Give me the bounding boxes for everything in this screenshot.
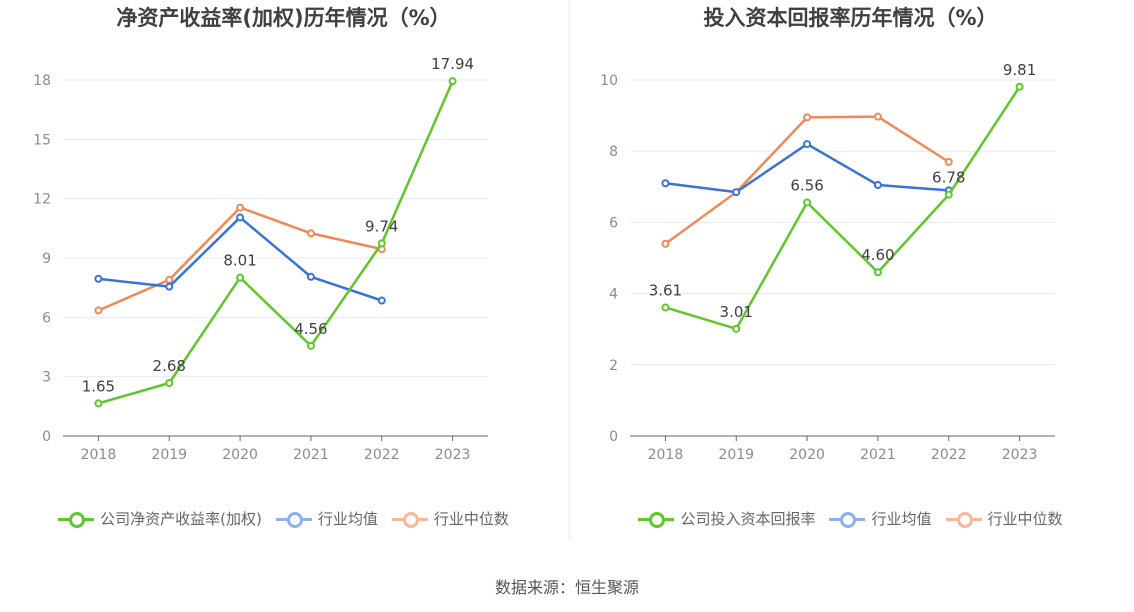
roic-chart-panel: 投入资本回报率历年情况（%） 0 2 4 6 8 10 2018 2019 2020 2021 20… (567, 0, 1134, 560)
legend-label: 行业中位数 (987, 510, 1063, 528)
x-tick-label: 2023 (435, 447, 471, 463)
x-tick-label: 2020 (789, 447, 825, 463)
y-tick-label: 0 (42, 429, 51, 445)
chart-title: 净资产收益率(加权)历年情况（%） (116, 6, 451, 30)
x-tick-label: 2021 (293, 447, 329, 463)
legend-marker-icon (638, 511, 675, 528)
y-tick-label: 9 (42, 251, 51, 267)
data-point-company (236, 273, 245, 282)
legend-label: 行业中位数 (433, 510, 509, 528)
data-point-avg (236, 213, 245, 222)
y-tick-label: 2 (609, 358, 618, 374)
data-label: 4.56 (294, 320, 327, 338)
x-tick-label: 2022 (364, 447, 400, 463)
data-point-company (448, 77, 457, 86)
y-tick-label: 18 (33, 73, 51, 89)
roe-chart-panel: 净资产收益率(加权)历年情况（%） 0 3 6 9 12 15 18 2018 2019 2020… (0, 0, 567, 560)
data-point-company (732, 324, 741, 333)
x-tick-label: 2022 (931, 447, 967, 463)
roe-line-chart: 0 3 6 9 12 15 18 2018 2019 2020 2021 2022 2023 1.65 2.… (33, 55, 488, 463)
data-label: 6.78 (932, 169, 965, 187)
data-source-footer: 数据来源：恒生聚源 (494, 578, 639, 597)
y-tick-label: 15 (33, 132, 51, 148)
y-tick-label: 6 (42, 310, 51, 326)
data-label: 4.60 (861, 246, 894, 264)
data-point-avg (873, 181, 882, 190)
legend-item-median[interactable]: 行业中位数 (391, 508, 509, 529)
x-tick-label: 2021 (860, 447, 896, 463)
data-point-company (306, 341, 315, 350)
data-point-median (944, 157, 953, 166)
y-tick-label: 8 (609, 144, 618, 160)
data-label: 1.65 (82, 377, 115, 395)
x-tick-label: 2018 (648, 447, 684, 463)
x-tick-label: 2020 (222, 447, 258, 463)
data-point-median (236, 203, 245, 212)
data-label: 3.01 (720, 303, 753, 321)
data-label: 8.01 (223, 252, 256, 270)
data-point-company (94, 399, 103, 408)
legend-marker-icon (275, 511, 312, 528)
data-point-avg (661, 179, 670, 188)
legend-marker-icon (391, 511, 428, 528)
x-tick-label: 2023 (1002, 447, 1038, 463)
data-point-company (1015, 82, 1024, 91)
data-point-company (944, 190, 953, 199)
legend-item-median[interactable]: 行业中位数 (945, 508, 1063, 529)
data-point-company (873, 268, 882, 277)
y-tick-label: 3 (42, 370, 51, 386)
data-point-company (661, 303, 670, 312)
legend-item-avg[interactable]: 行业均值 (829, 508, 932, 529)
data-point-company (165, 378, 174, 387)
data-label: 17.94 (431, 55, 474, 73)
data-point-avg (377, 296, 386, 305)
legend-label: 行业均值 (871, 510, 932, 528)
legend-item-company[interactable]: 公司净资产收益率(加权) (58, 508, 262, 529)
data-label: 2.68 (153, 357, 186, 375)
chart-legend: 公司净资产收益率(加权) 行业均值 行业中位数 (0, 508, 567, 529)
data-point-company (377, 239, 386, 248)
x-tick-label: 2019 (151, 447, 187, 463)
legend-label: 公司投入资本回报率 (680, 510, 816, 528)
legend-item-company[interactable]: 公司投入资本回报率 (638, 508, 815, 529)
legend-label: 公司净资产收益率(加权) (100, 510, 262, 528)
y-tick-label: 0 (609, 429, 618, 445)
chart-legend: 公司投入资本回报率 行业均值 行业中位数 (567, 508, 1134, 529)
data-label: 6.56 (790, 176, 823, 194)
data-point-avg (803, 140, 812, 149)
roic-line-chart: 0 2 4 6 8 10 2018 2019 2020 2021 2022 2023 3.61 3.01 6… (600, 61, 1055, 463)
data-point-median (661, 239, 670, 248)
series-line-company (98, 80, 454, 405)
data-point-median (94, 306, 103, 315)
panel-divider (569, 0, 570, 540)
data-point-median (306, 229, 315, 238)
y-tick-label: 4 (609, 287, 618, 303)
data-point-company (803, 198, 812, 207)
y-tick-label: 6 (609, 215, 618, 231)
data-point-median (803, 113, 812, 122)
data-point-avg (165, 282, 174, 291)
data-point-avg (94, 274, 103, 283)
data-point-median (873, 112, 882, 121)
data-point-avg (306, 272, 315, 281)
legend-label: 行业均值 (317, 510, 378, 528)
data-label: 3.61 (649, 281, 682, 299)
x-tick-label: 2019 (718, 447, 754, 463)
legend-marker-icon (945, 511, 982, 528)
data-label: 9.74 (365, 217, 398, 235)
data-label: 9.81 (1003, 61, 1036, 79)
series-line-company (665, 86, 1021, 331)
data-point-median (165, 275, 174, 284)
y-tick-label: 12 (33, 192, 51, 208)
data-point-avg (732, 188, 741, 197)
x-tick-label: 2018 (81, 447, 117, 463)
y-tick-label: 10 (600, 73, 618, 89)
legend-item-avg[interactable]: 行业均值 (275, 508, 378, 529)
chart-title: 投入资本回报率历年情况（%） (703, 6, 998, 30)
legend-marker-icon (829, 511, 866, 528)
legend-marker-icon (58, 511, 95, 528)
